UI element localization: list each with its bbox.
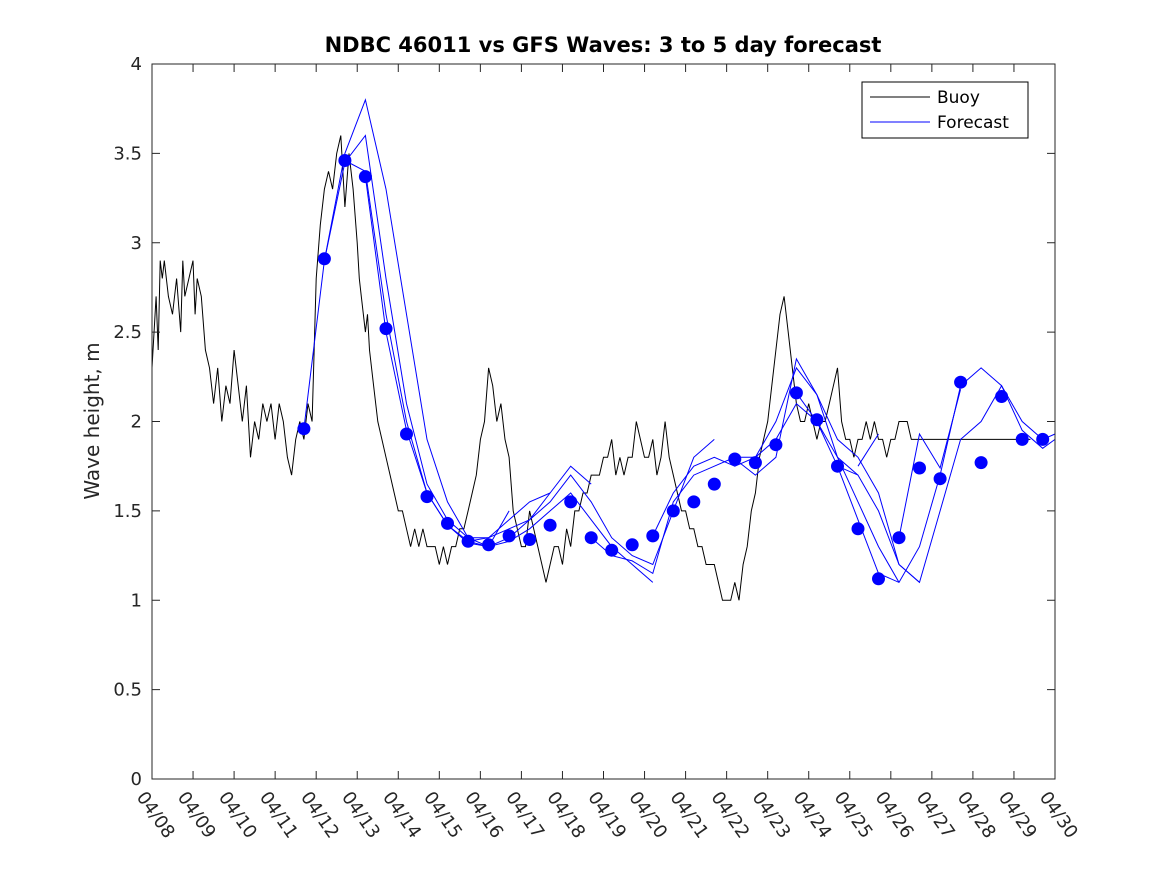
legend-forecast-label: Forecast xyxy=(937,113,1009,133)
forecast-point xyxy=(1036,432,1050,446)
y-tick-label: 2 xyxy=(131,412,142,433)
y-tick-label: 2.5 xyxy=(113,322,142,343)
forecast-run-line-7 xyxy=(734,357,920,583)
forecast-run-line-0 xyxy=(303,98,510,548)
x-tick-label: 04/12 xyxy=(296,788,343,843)
x-tick-label: 04/21 xyxy=(666,788,713,843)
forecast-point xyxy=(810,413,824,427)
y-tick-label: 3 xyxy=(131,233,142,254)
forecast-point xyxy=(461,534,475,548)
x-tick-label: 04/08 xyxy=(132,788,179,843)
forecast-point xyxy=(584,531,598,545)
forecast-point xyxy=(913,461,926,475)
y-tick-label: 3.5 xyxy=(113,143,142,164)
forecast-run-line-9 xyxy=(837,384,1056,584)
x-tick-label: 04/16 xyxy=(460,788,507,843)
forecast-point xyxy=(872,572,885,586)
forecast-point xyxy=(1015,432,1029,446)
forecast-point xyxy=(441,516,454,530)
forecast-point xyxy=(789,386,803,400)
x-tick-label: 04/29 xyxy=(994,788,1041,843)
forecast-point xyxy=(707,477,721,491)
chart-title: NDBC 46011 vs GFS Waves: 3 to 5 day fore… xyxy=(325,33,882,57)
forecast-point xyxy=(543,518,557,532)
forecast-point xyxy=(358,170,372,184)
x-tick-label: 04/11 xyxy=(255,788,302,843)
x-tick-label: 04/15 xyxy=(419,788,466,843)
legend-box xyxy=(861,81,1029,139)
x-tick-label: 04/17 xyxy=(501,788,548,843)
forecast-point xyxy=(338,154,352,167)
forecast-point xyxy=(954,375,968,389)
forecast-point xyxy=(420,490,434,504)
x-tick-label: 04/25 xyxy=(830,788,877,843)
buoy-series-line xyxy=(151,135,1031,601)
forecast-point xyxy=(605,543,619,557)
x-tick-label: 04/14 xyxy=(378,788,425,843)
forecast-point xyxy=(892,531,906,545)
forecast-point xyxy=(851,522,865,536)
y-tick-label: 0 xyxy=(131,769,142,790)
y-axis-label: Wave height, m xyxy=(80,342,104,499)
forecast-point xyxy=(728,452,742,466)
x-tick-label: 04/09 xyxy=(173,788,220,843)
series-layer xyxy=(151,98,1056,601)
forecast-point xyxy=(769,438,783,452)
forecast-point xyxy=(625,538,639,552)
forecast-point xyxy=(687,495,701,509)
forecast-point xyxy=(379,322,393,336)
forecast-point xyxy=(564,495,578,509)
forecast-point xyxy=(400,427,413,441)
forecast-point xyxy=(502,529,516,543)
x-tick-label: 04/27 xyxy=(912,788,959,843)
x-tick-label: 04/19 xyxy=(583,788,630,843)
legend-buoy-label: Buoy xyxy=(937,88,980,108)
forecast-run-line-8 xyxy=(795,367,1056,584)
x-tick-label: 04/18 xyxy=(542,788,589,843)
y-tick-label: 4 xyxy=(131,54,142,75)
x-tick-label: 04/20 xyxy=(624,788,671,843)
forecast-run-line-1 xyxy=(323,134,551,539)
y-tick-label: 0.5 xyxy=(113,680,142,701)
x-tick-label: 04/22 xyxy=(707,788,754,843)
forecast-point xyxy=(995,390,1009,403)
x-tick-label: 04/10 xyxy=(214,788,261,843)
x-tick-label: 04/13 xyxy=(337,788,384,843)
forecast-point xyxy=(974,456,988,470)
y-tick-label: 1.5 xyxy=(113,501,142,522)
forecast-run-line-11 xyxy=(898,389,962,538)
forecast-point xyxy=(523,533,537,546)
legend: Buoy Forecast xyxy=(861,81,1029,139)
forecast-point xyxy=(831,459,844,473)
forecast-point xyxy=(933,472,947,486)
x-tick-label: 04/28 xyxy=(953,788,1000,843)
plot-background xyxy=(152,64,1055,779)
forecast-point xyxy=(297,422,311,436)
forecast-point xyxy=(646,529,660,543)
x-tick-label: 04/24 xyxy=(789,788,836,843)
forecast-point xyxy=(748,456,762,470)
y-tick-label: 1 xyxy=(131,590,142,611)
forecast-run-line-10 xyxy=(857,433,879,467)
forecast-point xyxy=(482,538,496,552)
forecast-point xyxy=(317,252,331,266)
x-tick-label: 04/30 xyxy=(1035,788,1082,843)
x-tick-label: 04/23 xyxy=(748,788,795,843)
x-tick-label: 04/26 xyxy=(871,788,918,843)
forecast-point xyxy=(666,504,680,518)
